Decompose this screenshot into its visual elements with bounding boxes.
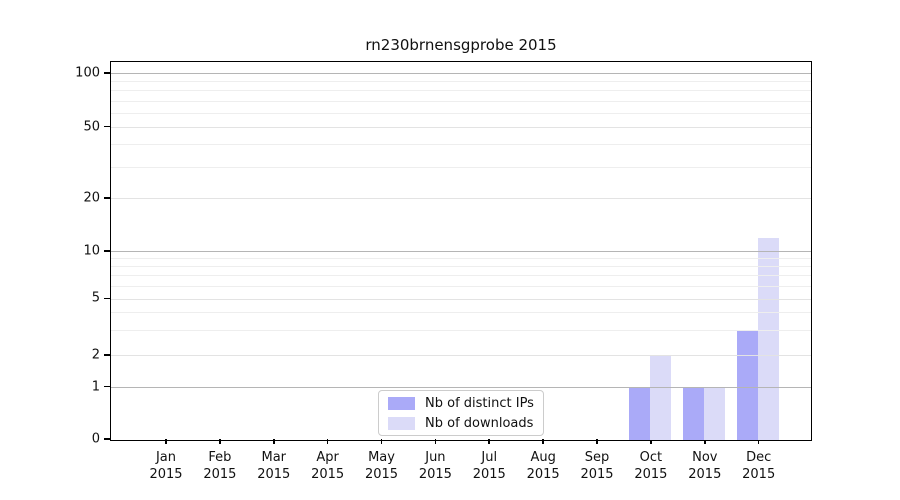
gridline-y-70 bbox=[111, 100, 811, 102]
gridline-y-60 bbox=[111, 112, 811, 114]
y-tick-label-50: 50 bbox=[83, 119, 100, 135]
bar-downloads-dec bbox=[757, 238, 779, 440]
plot-area bbox=[110, 61, 812, 441]
y-tick-label-2: 2 bbox=[91, 347, 100, 363]
x-tick-jun bbox=[434, 439, 437, 444]
y-tick-label-5: 5 bbox=[91, 290, 100, 306]
x-tick-label-nov: Nov 2015 bbox=[688, 450, 722, 482]
y-tick-1 bbox=[104, 385, 110, 388]
gridline-y-30 bbox=[111, 166, 811, 168]
bars-layer bbox=[111, 62, 811, 440]
chart-title: rn230brnensgprobe 2015 bbox=[365, 36, 557, 54]
y-tick-100 bbox=[104, 72, 110, 74]
gridline-y-50 bbox=[111, 126, 811, 128]
x-tick-jul bbox=[488, 439, 491, 444]
gridline-y-1 bbox=[111, 386, 811, 388]
bar-downloads-oct bbox=[649, 355, 671, 440]
x-tick-label-aug: Aug 2015 bbox=[526, 450, 560, 482]
gridline-y-40 bbox=[111, 144, 811, 146]
x-tick-jan bbox=[165, 439, 167, 444]
y-tick-label-10: 10 bbox=[83, 243, 100, 259]
bar-distinct-ips-oct bbox=[628, 387, 650, 440]
gridline-y-90 bbox=[111, 81, 811, 83]
legend-entry-distinct-ips: Nb of distinct IPs bbox=[388, 395, 534, 411]
bar-downloads-nov bbox=[703, 387, 725, 440]
y-tick-5 bbox=[104, 297, 110, 300]
bar-distinct-ips-dec bbox=[736, 330, 758, 440]
x-tick-nov bbox=[704, 439, 706, 444]
gridline-y-3 bbox=[111, 329, 811, 331]
legend-swatch-downloads bbox=[388, 416, 415, 430]
x-tick-feb bbox=[219, 439, 221, 444]
y-tick-2 bbox=[104, 354, 110, 356]
y-tick-50 bbox=[104, 125, 110, 128]
bar-distinct-ips-nov bbox=[682, 387, 704, 440]
x-tick-label-jun: Jun 2015 bbox=[418, 450, 452, 482]
x-tick-label-jul: Jul 2015 bbox=[472, 450, 506, 482]
legend-label-distinct-ips: Nb of distinct IPs bbox=[425, 395, 534, 411]
legend-label-downloads: Nb of downloads bbox=[425, 415, 534, 431]
gridline-y-8 bbox=[111, 266, 811, 268]
gridline-y-2 bbox=[111, 354, 811, 356]
x-tick-may bbox=[380, 439, 383, 444]
y-tick-label-0: 0 bbox=[91, 431, 100, 447]
gridline-y-20 bbox=[111, 198, 811, 200]
y-tick-10 bbox=[104, 250, 110, 252]
x-tick-mar bbox=[272, 439, 275, 444]
x-tick-label-feb: Feb 2015 bbox=[203, 450, 237, 482]
gridline-y-4 bbox=[111, 312, 811, 314]
x-tick-label-oct: Oct 2015 bbox=[634, 450, 668, 482]
x-tick-dec bbox=[757, 439, 760, 444]
x-tick-label-mar: Mar 2015 bbox=[257, 450, 291, 482]
x-tick-label-jan: Jan 2015 bbox=[149, 450, 183, 482]
x-tick-apr bbox=[326, 439, 329, 444]
x-tick-label-sep: Sep 2015 bbox=[580, 450, 614, 482]
y-tick-0 bbox=[104, 438, 110, 440]
gridline-y-80 bbox=[111, 90, 811, 92]
y-tick-20 bbox=[104, 197, 110, 200]
x-tick-sep bbox=[596, 439, 598, 444]
gridline-y-100 bbox=[111, 72, 811, 74]
x-tick-oct bbox=[650, 439, 652, 444]
grid-layer bbox=[111, 62, 811, 440]
gridline-y-6 bbox=[111, 286, 811, 287]
y-tick-label-1: 1 bbox=[91, 379, 100, 395]
legend-swatch-distinct-ips bbox=[388, 396, 415, 410]
gridline-y-5 bbox=[111, 298, 811, 300]
gridline-y-9 bbox=[111, 258, 811, 260]
legend: Nb of distinct IPs Nb of downloads bbox=[378, 390, 544, 436]
legend-entry-downloads: Nb of downloads bbox=[388, 415, 534, 431]
x-tick-label-dec: Dec 2015 bbox=[742, 450, 776, 482]
gridline-y-10 bbox=[111, 251, 811, 252]
gridline-y-7 bbox=[111, 275, 811, 277]
x-tick-label-apr: Apr 2015 bbox=[311, 450, 345, 482]
x-tick-aug bbox=[542, 439, 544, 444]
y-tick-label-100: 100 bbox=[75, 65, 100, 81]
y-tick-label-20: 20 bbox=[83, 190, 100, 206]
x-tick-label-may: May 2015 bbox=[364, 450, 399, 482]
